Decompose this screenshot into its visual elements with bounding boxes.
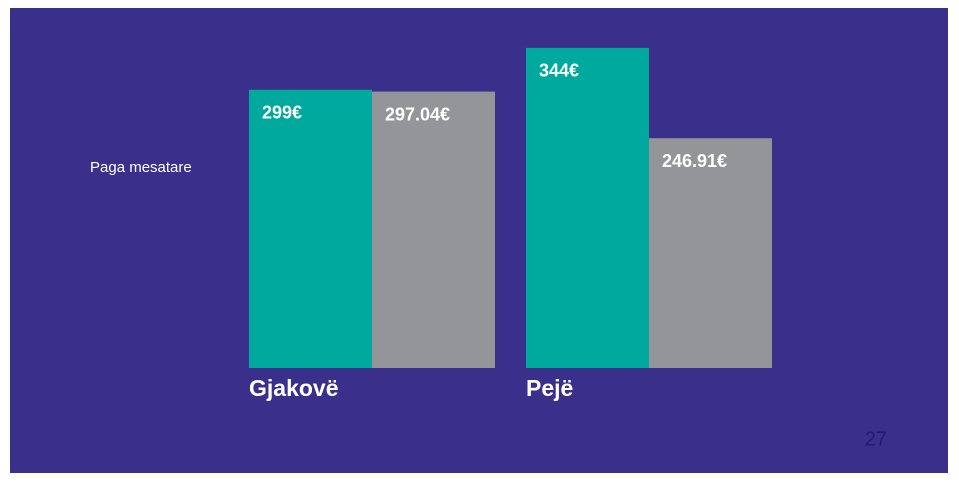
data-label: 299€ bbox=[262, 103, 302, 123]
data-label: 246.91€ bbox=[662, 151, 727, 171]
x-tick-label: Gjakovë bbox=[249, 375, 339, 401]
y-axis-label: Paga mesatare bbox=[90, 159, 192, 176]
bar bbox=[649, 138, 772, 368]
data-label: 297.04€ bbox=[385, 104, 450, 124]
page-number: 27 bbox=[865, 428, 887, 450]
bar bbox=[526, 47, 649, 369]
x-tick-label: Pejë bbox=[526, 375, 573, 401]
data-label: 344€ bbox=[539, 61, 579, 81]
bar bbox=[249, 89, 372, 368]
bar bbox=[372, 91, 495, 369]
